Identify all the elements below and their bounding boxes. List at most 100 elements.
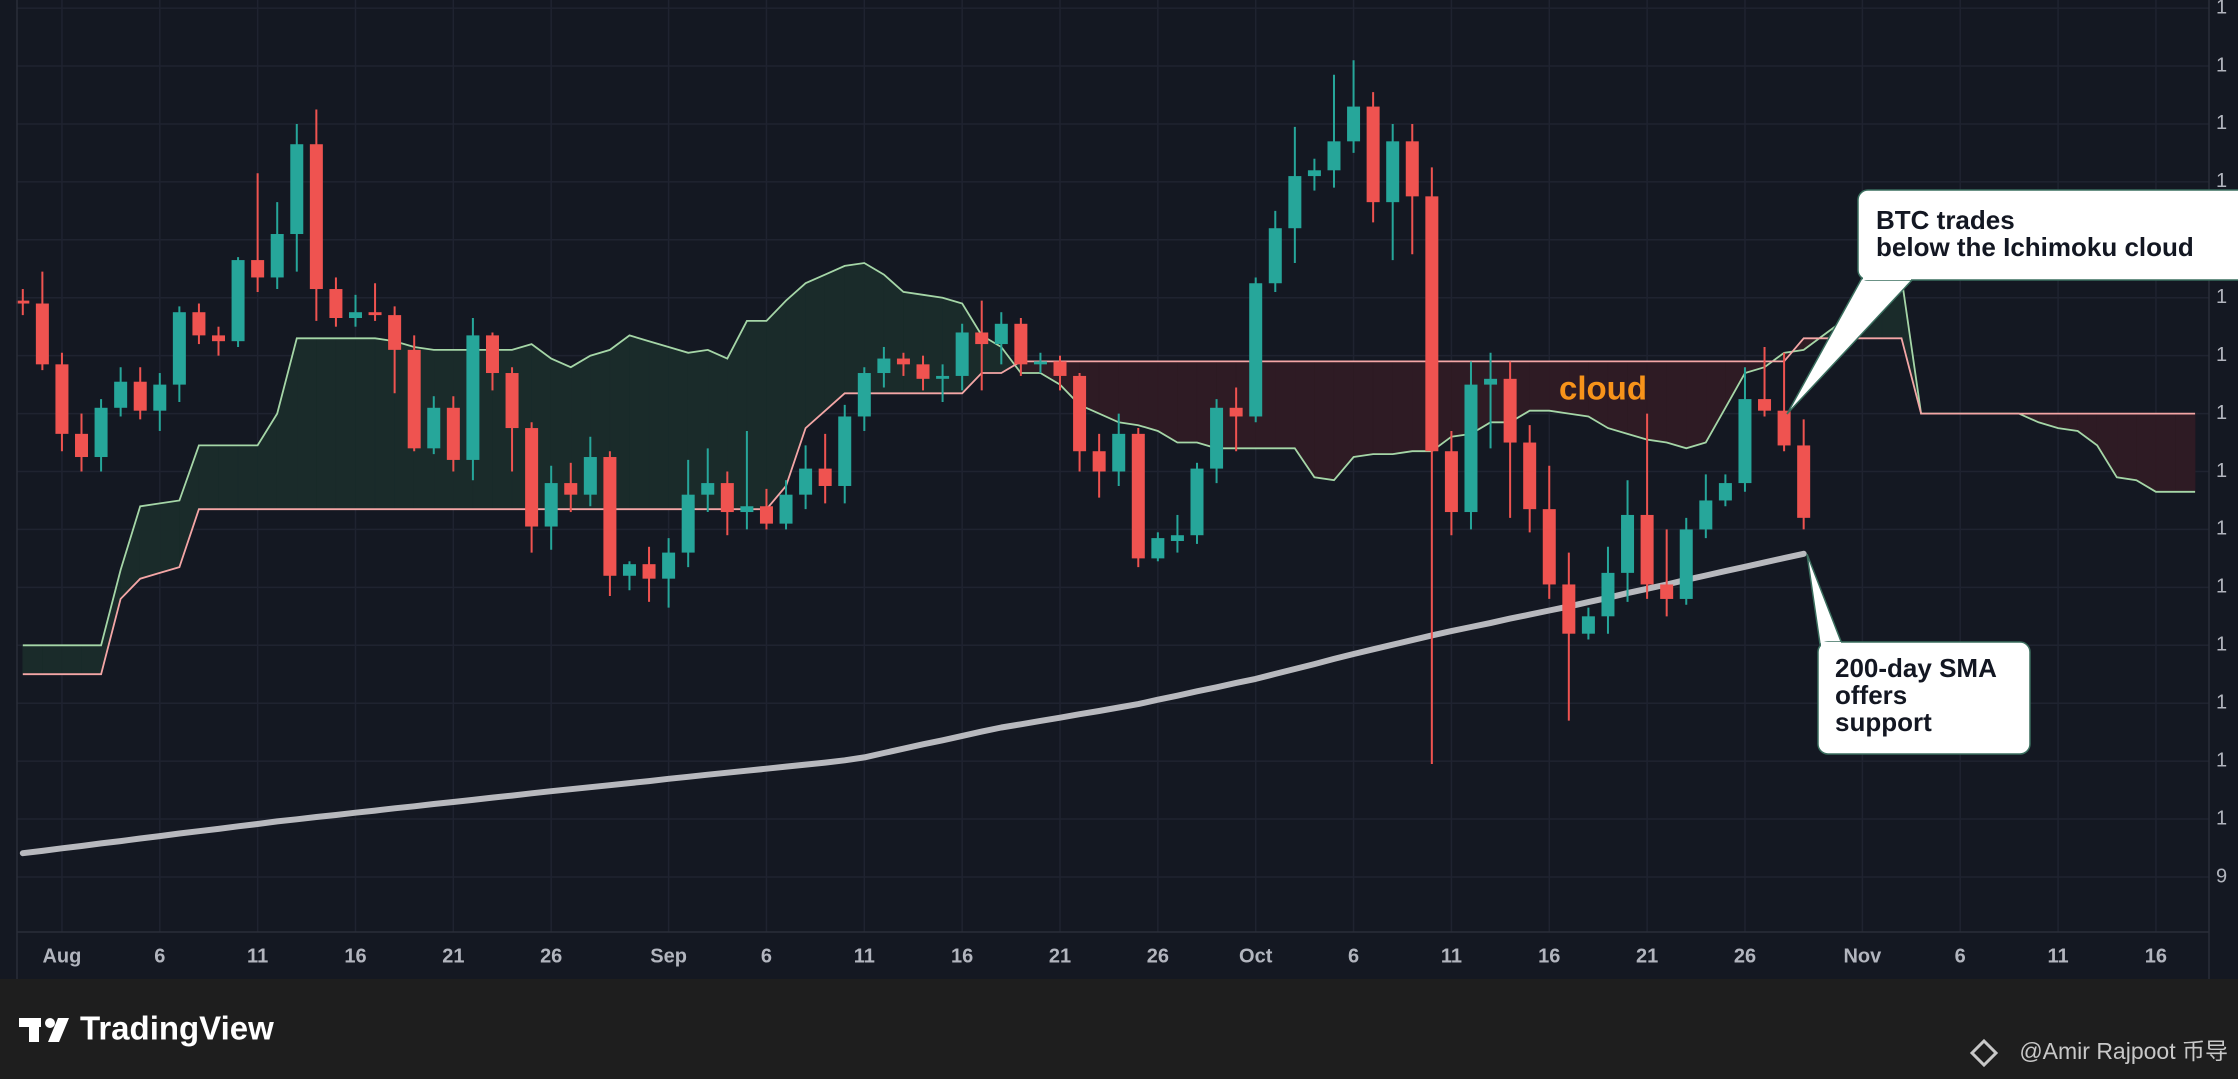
y-tick-label: 1 xyxy=(2216,0,2227,18)
cloud-fill xyxy=(237,445,258,510)
y-tick-label: 1 xyxy=(2216,749,2227,771)
candle-body xyxy=(1718,483,1732,501)
y-tick-label: 1 xyxy=(2216,112,2227,134)
candle-body xyxy=(1366,106,1380,203)
candle-body xyxy=(407,349,421,449)
x-tick-label: 26 xyxy=(540,945,562,967)
candle-body xyxy=(720,483,734,513)
candle-body xyxy=(896,358,910,365)
cloud-fill xyxy=(648,340,669,510)
cloud-fill xyxy=(316,337,337,510)
candle-body xyxy=(446,407,460,460)
cloud-fill xyxy=(1275,361,1296,449)
candle-body xyxy=(1503,378,1517,443)
candle-body xyxy=(212,335,225,342)
x-tick-label: 21 xyxy=(442,945,464,967)
candle-body xyxy=(290,144,304,235)
candle-body xyxy=(525,428,539,527)
y-tick-label: 1 xyxy=(2216,286,2227,308)
candle-body xyxy=(1229,407,1243,417)
cloud-fill xyxy=(2175,413,2196,493)
x-tick-label: 6 xyxy=(1348,945,1359,967)
candle-body xyxy=(642,564,656,579)
candle-body xyxy=(309,144,323,290)
cloud-fill xyxy=(374,337,395,510)
logo-shape xyxy=(48,1018,69,1042)
cloud-fill xyxy=(139,503,161,580)
x-tick-label: Oct xyxy=(1239,945,1273,967)
candle-body xyxy=(94,407,108,458)
candle-body xyxy=(485,335,499,374)
candle-body xyxy=(564,483,578,495)
candle-body xyxy=(251,260,265,278)
candle-body xyxy=(153,384,167,411)
candle-body xyxy=(818,468,832,486)
logo-shape xyxy=(29,1018,39,1042)
y-tick-label: 1 xyxy=(2216,54,2227,76)
candle-body xyxy=(16,300,30,304)
candle-body xyxy=(1679,529,1693,599)
callout-joint xyxy=(1821,642,1841,650)
y-tick-label: 1 xyxy=(2216,344,2227,366)
span-a-line xyxy=(22,262,2196,647)
candle-body xyxy=(1777,410,1791,446)
cloud-fill xyxy=(61,644,82,675)
cloud-fill xyxy=(1372,361,1393,455)
candle-body xyxy=(1758,399,1772,411)
candle-body xyxy=(857,373,871,417)
cloud-fill xyxy=(824,265,846,412)
x-tick-label: Sep xyxy=(650,945,687,967)
candle-body xyxy=(1562,584,1576,634)
callout-text: 200-day SMA xyxy=(1835,653,1997,683)
candle-body xyxy=(1073,375,1087,452)
candle-body xyxy=(1581,616,1595,634)
candle-body xyxy=(1444,451,1458,513)
cloud-fill xyxy=(296,337,317,510)
candle-body xyxy=(1151,538,1165,559)
candle-body xyxy=(192,312,206,336)
cloud-fill xyxy=(1138,361,1159,432)
x-tick-label: 16 xyxy=(951,945,973,967)
callout-box xyxy=(1817,641,2031,755)
candle-body xyxy=(916,364,930,379)
y-tick-label: 1 xyxy=(2216,807,2227,829)
cloud-fill xyxy=(629,334,650,510)
candle-body xyxy=(877,358,891,374)
candle-body xyxy=(1033,361,1047,365)
y-tick-label: 1 xyxy=(2216,402,2227,424)
cloud-fill xyxy=(883,273,904,394)
candle-body xyxy=(936,375,950,379)
candle-body xyxy=(1092,451,1106,472)
candle-body xyxy=(1307,170,1321,177)
candle-body xyxy=(583,457,597,495)
cloud-label: cloud xyxy=(1559,370,1647,407)
candle-body xyxy=(172,312,186,385)
candle-body xyxy=(1484,378,1498,385)
candle-body xyxy=(1131,433,1145,559)
callout-box xyxy=(1857,189,2238,281)
candle-body xyxy=(1542,509,1556,585)
sma-line xyxy=(19,550,1807,857)
candle-body xyxy=(1288,176,1302,229)
candle-body xyxy=(368,312,382,316)
candle-body xyxy=(348,312,362,319)
cloud-fill xyxy=(1118,361,1139,426)
axis-labels: 9111111111111111Aug611162126Sep611162126… xyxy=(42,0,2227,967)
cloud-fill xyxy=(198,445,219,510)
cloud-fill xyxy=(355,337,376,510)
x-tick-label: 21 xyxy=(1636,945,1658,967)
cloud-fill xyxy=(2155,413,2176,493)
candle-body xyxy=(114,381,128,408)
candle-body xyxy=(779,494,793,524)
callout-text: offers xyxy=(1835,680,1907,710)
callout-text: BTC trades xyxy=(1876,205,2015,235)
cloud-fill xyxy=(1392,361,1413,455)
cloud-fill xyxy=(218,445,239,510)
cloud-fill xyxy=(1353,361,1374,458)
candle-body xyxy=(544,483,558,527)
x-tick-label: Nov xyxy=(1843,945,1882,967)
candle-body xyxy=(975,332,989,345)
x-tick-label: 6 xyxy=(761,945,772,967)
x-tick-label: 26 xyxy=(1734,945,1756,967)
candle-body xyxy=(55,364,69,434)
